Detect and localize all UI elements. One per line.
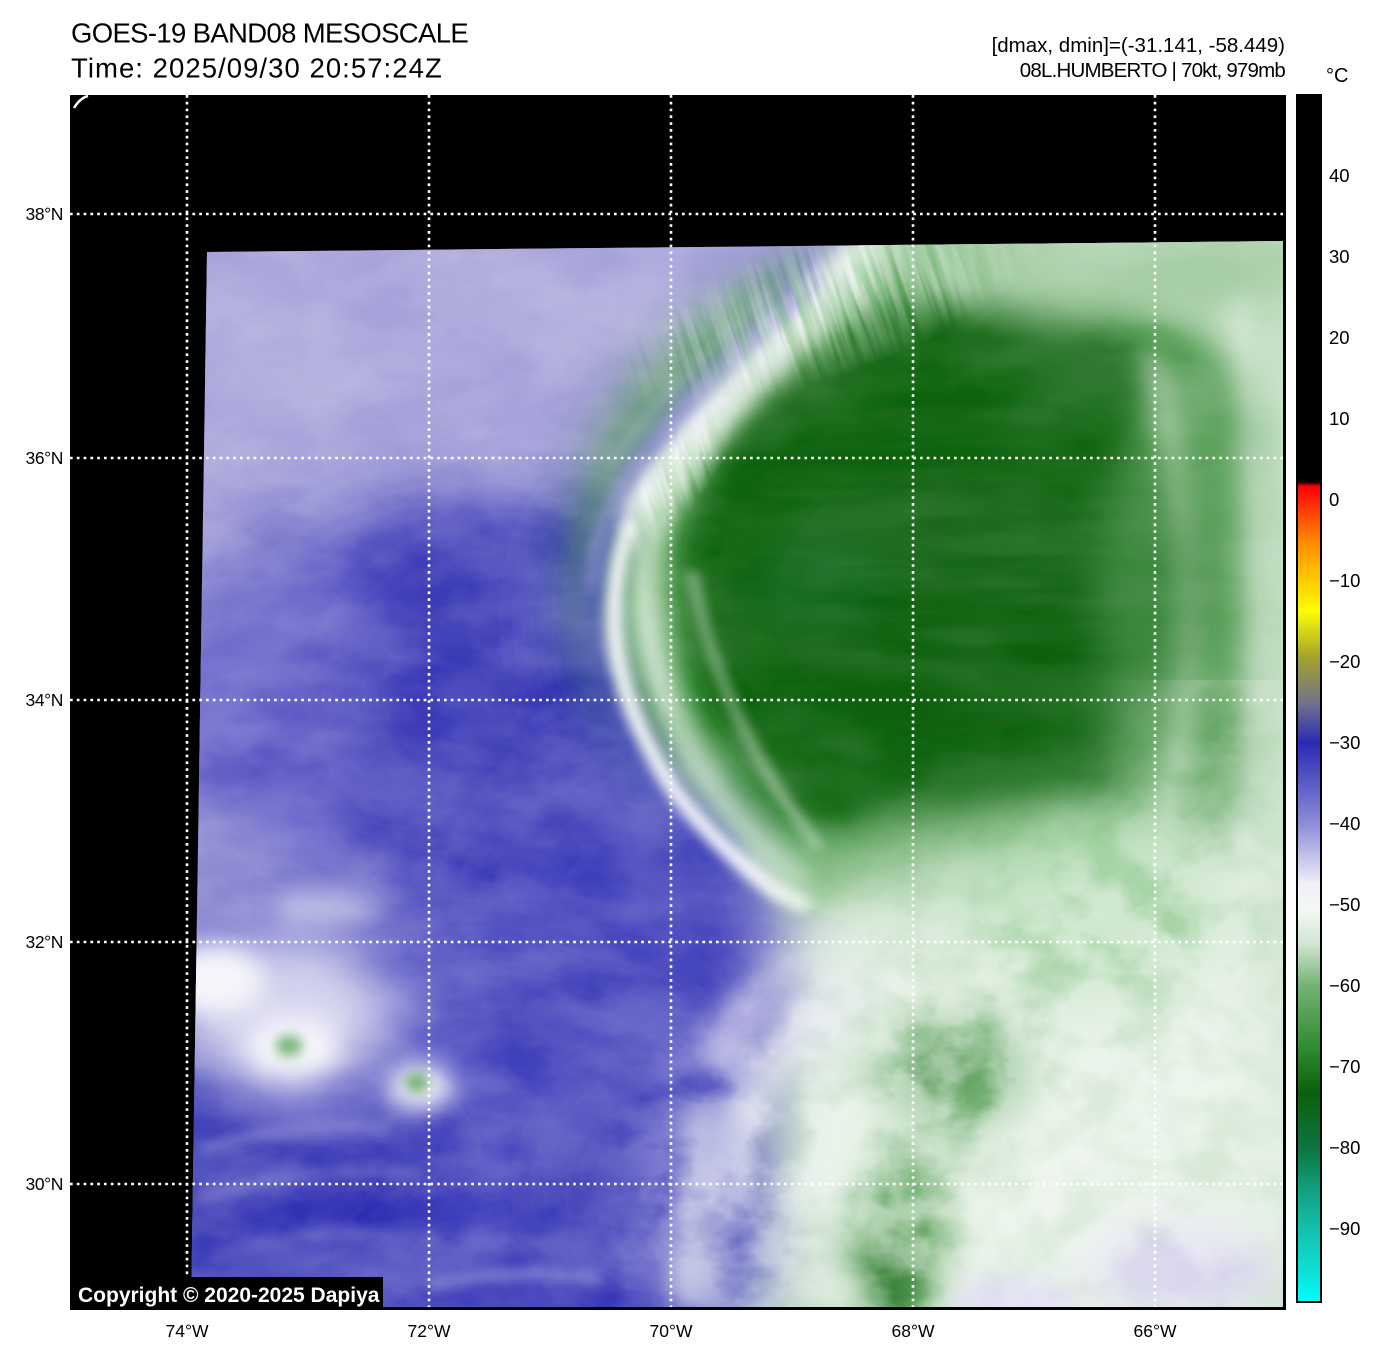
svg-text:72°W: 72°W (408, 1321, 451, 1341)
svg-text:20: 20 (1329, 327, 1350, 348)
svg-text:38°N: 38°N (25, 204, 63, 224)
svg-text:30: 30 (1329, 246, 1350, 267)
svg-text:−30: −30 (1329, 732, 1360, 753)
svg-text:70°W: 70°W (650, 1321, 693, 1341)
svg-text:Copyright © 2020-2025 Dapiya: Copyright © 2020-2025 Dapiya (78, 1284, 380, 1307)
svg-text:Time: 2025/09/30 20:57:24Z: Time: 2025/09/30 20:57:24Z (71, 53, 443, 84)
svg-text:−50: −50 (1329, 894, 1360, 915)
svg-text:−80: −80 (1329, 1137, 1360, 1158)
svg-text:−10: −10 (1329, 570, 1360, 591)
svg-text:−20: −20 (1329, 651, 1360, 672)
svg-text:GOES-19 BAND08 MESOSCALE: GOES-19 BAND08 MESOSCALE (71, 18, 468, 49)
svg-text:40: 40 (1329, 165, 1350, 186)
svg-text:32°N: 32°N (25, 932, 63, 952)
svg-text:74°W: 74°W (166, 1321, 209, 1341)
svg-text:30°N: 30°N (25, 1174, 63, 1194)
svg-text:°C: °C (1326, 65, 1348, 87)
svg-text:10: 10 (1329, 408, 1350, 429)
svg-text:[dmax, dmin]=(-31.141, -58.449: [dmax, dmin]=(-31.141, -58.449) (992, 34, 1285, 57)
svg-text:08L.HUMBERTO | 70kt, 979mb: 08L.HUMBERTO | 70kt, 979mb (1020, 59, 1286, 82)
svg-text:68°W: 68°W (892, 1321, 935, 1341)
svg-text:0: 0 (1329, 489, 1339, 510)
svg-text:−90: −90 (1329, 1218, 1360, 1239)
svg-text:−60: −60 (1329, 975, 1360, 996)
svg-text:−70: −70 (1329, 1056, 1360, 1077)
svg-text:66°W: 66°W (1134, 1321, 1177, 1341)
svg-text:34°N: 34°N (25, 690, 63, 710)
svg-text:36°N: 36°N (25, 448, 63, 468)
svg-text:−40: −40 (1329, 813, 1360, 834)
